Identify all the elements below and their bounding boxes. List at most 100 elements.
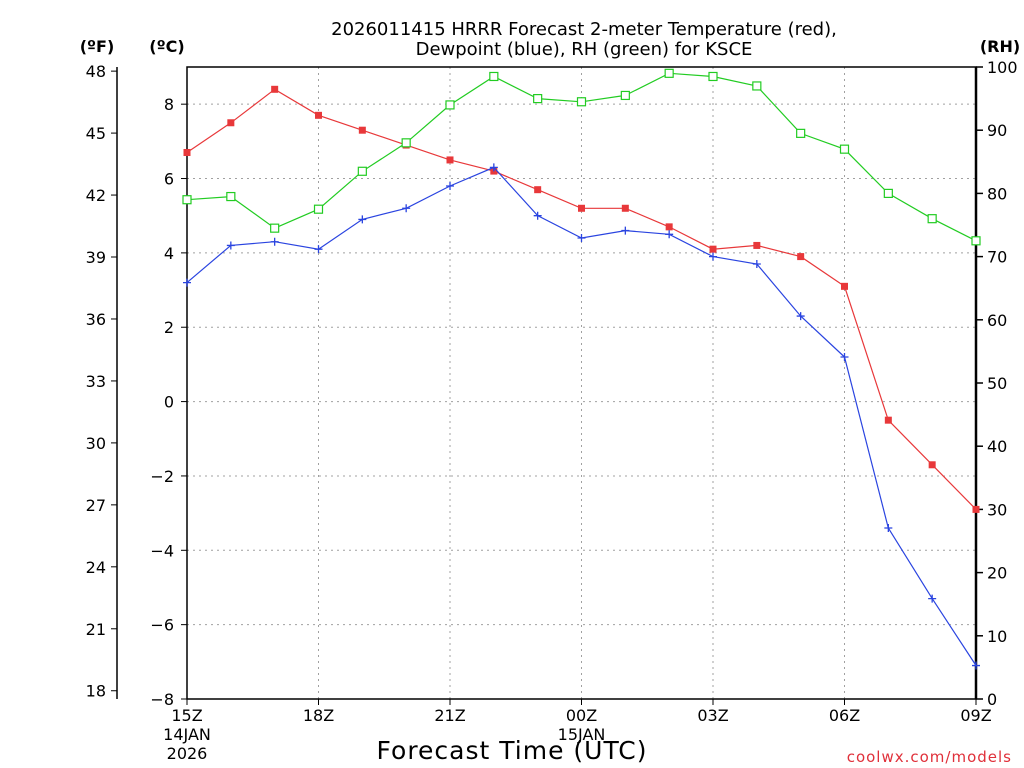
fahrenheit-tick-label: 36 xyxy=(86,310,106,329)
x-tick-label: 15Z xyxy=(171,706,202,725)
x-tick-label: 18Z xyxy=(303,706,334,725)
temperature-point xyxy=(753,241,761,249)
rh-tick-label: 50 xyxy=(987,374,1007,393)
fahrenheit-tick-label: 21 xyxy=(86,620,106,639)
x-axis-label: Forecast Time (UTC) xyxy=(377,736,648,765)
dewpoint-point xyxy=(621,226,630,235)
x-tick-label: 21Z xyxy=(434,706,465,725)
rh-point xyxy=(708,71,718,82)
dewpoint-point xyxy=(665,230,674,239)
dewpoint-point xyxy=(840,352,849,361)
rh-point xyxy=(182,195,192,205)
rh-tick-label: 70 xyxy=(987,248,1007,267)
rh-point xyxy=(313,204,324,214)
temperature-point xyxy=(446,156,454,164)
x-tick-date: 15JAN xyxy=(558,725,606,744)
fahrenheit-tick-label: 33 xyxy=(86,372,106,391)
celsius-tick-label: 4 xyxy=(164,244,174,263)
x-tick-label: 03Z xyxy=(697,706,728,725)
series xyxy=(182,68,981,670)
celsius-tick-label: 2 xyxy=(164,318,174,337)
rh-tick-label: 40 xyxy=(987,437,1007,456)
temperature-point xyxy=(227,119,235,127)
temperature-point xyxy=(972,505,980,513)
celsius-tick-label: −2 xyxy=(150,467,174,486)
x-tick-label: 06Z xyxy=(829,706,860,725)
rh-point xyxy=(445,100,455,110)
rh-tick-label: 20 xyxy=(987,564,1007,583)
temperature-point xyxy=(621,204,629,212)
celsius-tick-label: −6 xyxy=(150,616,174,635)
celsius-tick-label: 8 xyxy=(164,95,174,114)
rh-point xyxy=(664,68,674,78)
celsius-tick-label: 0 xyxy=(164,393,174,412)
rh-point xyxy=(489,71,499,82)
rh-point xyxy=(620,90,630,101)
temperature-point xyxy=(928,461,936,469)
x-tick-label: 09Z xyxy=(960,706,991,725)
rh-tick-label: 60 xyxy=(987,311,1007,330)
dewpoint-point xyxy=(972,661,980,670)
temperature-point xyxy=(183,149,191,157)
dewpoint-point xyxy=(928,594,937,603)
rh-unit-label: (RH) xyxy=(980,37,1020,56)
dewpoint-point xyxy=(489,163,498,172)
x-tick-date: 14JAN xyxy=(163,725,211,744)
fahrenheit-tick-label: 24 xyxy=(86,558,106,577)
temperature-point xyxy=(315,111,322,119)
dewpoint-point xyxy=(884,523,893,532)
credit-text: coolwx.com/models xyxy=(847,748,1012,766)
celsius-tick-label: −8 xyxy=(150,690,174,709)
dewpoint-point xyxy=(709,252,717,261)
dewpoint-point xyxy=(270,237,279,246)
rh-point xyxy=(752,81,762,91)
fahrenheit-tick-label: 42 xyxy=(86,186,106,205)
rh-point xyxy=(576,97,587,107)
dewpoint-point xyxy=(446,181,454,190)
rh-point xyxy=(401,138,411,148)
fahrenheit-tick-label: 45 xyxy=(86,124,106,143)
rh-tick-label: 90 xyxy=(987,121,1007,140)
dewpoint-point xyxy=(314,245,323,254)
fahrenheit-unit-label: (ºF) xyxy=(80,37,115,56)
temperature-point xyxy=(797,253,805,261)
rh-point xyxy=(839,144,850,154)
fahrenheit-tick-label: 48 xyxy=(86,62,106,81)
rh-tick-label: 30 xyxy=(987,500,1007,519)
rh-point xyxy=(357,166,367,176)
dewpoint-point xyxy=(752,260,761,269)
rh-tick-label: 100 xyxy=(987,58,1018,77)
rh-point xyxy=(226,191,236,202)
dewpoint-point xyxy=(358,215,367,224)
rh-tick-label: 10 xyxy=(987,627,1007,646)
fahrenheit-tick-label: 27 xyxy=(86,496,106,515)
dewpoint-point xyxy=(402,204,411,213)
rh-point xyxy=(883,188,893,198)
dewpoint-point xyxy=(183,278,191,287)
temperature-point xyxy=(709,245,717,253)
dewpoint-point xyxy=(577,234,586,243)
fahrenheit-tick-label: 39 xyxy=(86,248,106,267)
rh-point xyxy=(927,214,937,224)
fahrenheit-tick-label: 30 xyxy=(86,434,106,453)
chart-title: 2026011415 HRRR Forecast 2-meter Tempera… xyxy=(331,19,837,40)
temperature-point xyxy=(271,85,279,93)
x-tick-year: 2026 xyxy=(167,744,208,763)
chart-subtitle: Dewpoint (blue), RH (green) for KSCE xyxy=(416,39,753,60)
celsius-tick-label: −4 xyxy=(150,541,174,560)
celsius-tick-label: 6 xyxy=(164,170,174,189)
temperature-point xyxy=(358,126,366,134)
temperature-point xyxy=(841,282,848,290)
x-tick-label: 00Z xyxy=(566,706,597,725)
fahrenheit-tick-label: 18 xyxy=(86,682,106,701)
rh-point xyxy=(971,236,981,246)
rh-tick-label: 0 xyxy=(987,690,997,709)
temperature-point xyxy=(578,204,585,212)
temperature-point xyxy=(534,186,542,194)
celsius-unit-label: (ºC) xyxy=(149,37,184,56)
rh-tick-label: 80 xyxy=(987,184,1007,203)
temperature-point xyxy=(665,223,673,231)
rh-point xyxy=(533,93,543,104)
